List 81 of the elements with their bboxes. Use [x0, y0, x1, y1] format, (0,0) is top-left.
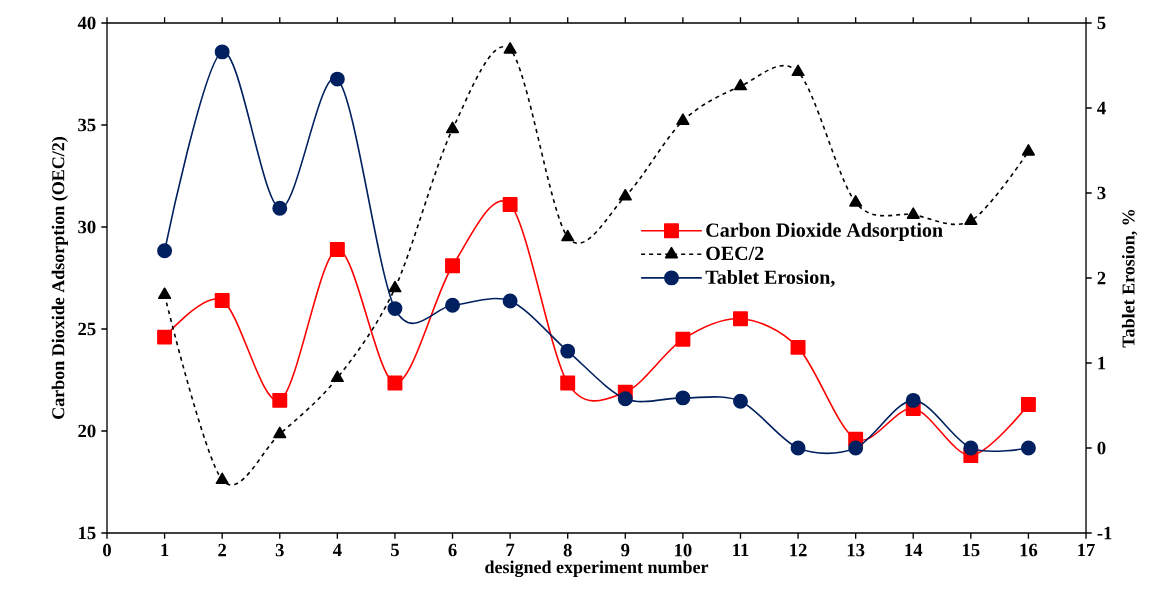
x-tick-label: 10: [675, 543, 692, 557]
x-tick-label: 8: [563, 543, 572, 557]
x-tick-label: 11: [733, 543, 749, 557]
point: [329, 71, 345, 87]
point: [215, 472, 229, 485]
y2-tick-label: -1: [1097, 526, 1112, 540]
point: [675, 331, 691, 347]
point: [849, 195, 863, 207]
point: [273, 426, 287, 439]
point: [964, 213, 978, 226]
point: [445, 121, 460, 134]
point: [272, 200, 288, 216]
point: [617, 391, 633, 407]
y-tick-label: 15: [79, 526, 96, 540]
point: [791, 64, 805, 77]
x-tick-label: 5: [391, 543, 399, 557]
y-tick-label: 25: [78, 322, 96, 336]
x-tick-label: 13: [847, 543, 865, 557]
y2-tick-label: 0: [1097, 441, 1106, 455]
x-tick-label: 4: [332, 543, 342, 557]
point: [330, 370, 344, 383]
point: [272, 392, 288, 408]
point: [214, 44, 230, 60]
x-tick-label: 17: [1078, 543, 1095, 557]
x-tick-label: 1: [161, 543, 169, 557]
point: [445, 297, 460, 313]
point: [733, 78, 748, 91]
y-axis-title: Carbon Dioxide Adsorption (OEC/2): [51, 137, 68, 419]
x-tick-label: 16: [1020, 543, 1038, 557]
x-tick-label: 2: [218, 543, 227, 557]
legend-label: OEC/2: [706, 246, 764, 261]
y2-tick-label: 2: [1097, 271, 1106, 285]
point: [158, 287, 172, 300]
y2-tick-label: 4: [1097, 101, 1106, 115]
point: [157, 329, 173, 345]
point: [1020, 397, 1036, 412]
legend-label: Tablet Erosion,: [705, 269, 835, 287]
x-tick-label: 12: [790, 543, 807, 557]
point: [733, 311, 748, 327]
x-tick-label: 14: [905, 543, 923, 557]
y2-tick-label: 3: [1097, 186, 1106, 200]
point: [733, 393, 748, 409]
point: [675, 390, 691, 406]
x-axis-title: designed experiment number: [485, 560, 709, 578]
y2-tick-label: 5: [1097, 16, 1106, 30]
point: [790, 440, 806, 456]
y2-tick-label: 1: [1098, 356, 1106, 370]
x-tick-label: 15: [963, 543, 980, 557]
point: [906, 207, 920, 219]
x-tick-label: 9: [621, 543, 630, 557]
point: [963, 440, 979, 456]
x-tick-label: 7: [506, 543, 515, 557]
point: [848, 440, 864, 456]
point: [1020, 440, 1036, 456]
point: [618, 188, 632, 201]
point: [1021, 144, 1035, 156]
y-tick-label: 40: [77, 16, 96, 30]
point: [502, 197, 518, 213]
legend-label: Carbon Dioxide Adsorption: [706, 222, 943, 241]
point: [790, 339, 806, 355]
point: [560, 343, 576, 359]
x-tick-label: 0: [103, 543, 111, 557]
point: [329, 241, 345, 257]
y-tick-label: 35: [78, 118, 96, 132]
point: [561, 229, 575, 242]
point: [387, 375, 403, 391]
y-tick-label: 20: [78, 424, 96, 438]
point: [388, 280, 402, 293]
point: [560, 375, 576, 391]
x-tick-label: 3: [275, 543, 284, 557]
point: [676, 113, 690, 126]
point: [503, 42, 517, 54]
y-tick-label: 30: [78, 220, 96, 234]
point: [502, 293, 518, 309]
point: [157, 243, 173, 259]
point: [445, 258, 460, 274]
point: [387, 301, 403, 317]
x-tick-label: 6: [448, 543, 457, 557]
y2-axis-title: Tablet Erosion, %: [1121, 209, 1138, 348]
point: [905, 392, 921, 408]
point: [214, 292, 230, 308]
